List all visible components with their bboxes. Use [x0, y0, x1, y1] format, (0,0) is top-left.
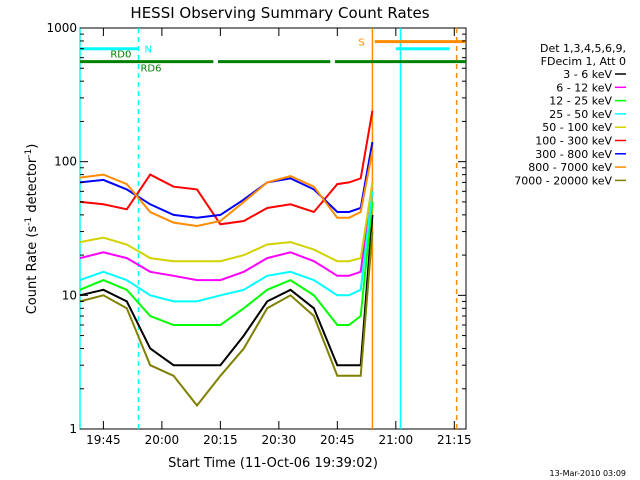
series-line-5	[79, 110, 374, 226]
flag-label-2: RD6	[140, 64, 161, 75]
x-tick-label-4: 20:45	[320, 433, 355, 447]
legend-entry-4: 50 - 100 keV	[542, 121, 612, 134]
x-tick-label-2: 20:15	[203, 433, 238, 447]
x-tick-label-0: 19:45	[86, 433, 121, 447]
y-tick-label-0: 1	[69, 422, 77, 436]
legend-entry-7: 800 - 7000 keV	[528, 161, 612, 174]
marker-lines	[79, 28, 458, 429]
series-line-2	[79, 201, 374, 326]
x-tick-label-6: 21:15	[437, 433, 472, 447]
y-tick-label-3: 1000	[46, 21, 77, 35]
legend-header-0: Det 1,3,4,5,6,9,	[540, 42, 626, 55]
x-axis-label: Start Time (11-Oct-06 19:39:02)	[168, 456, 378, 471]
series-line-4	[79, 182, 374, 263]
x-tick-label-5: 21:00	[379, 433, 414, 447]
x-tick-label-1: 20:00	[145, 433, 180, 447]
x-tick-label-3: 20:30	[262, 433, 297, 447]
series-line-8	[79, 231, 374, 408]
series-line-7	[79, 150, 374, 228]
plot-frame	[79, 27, 467, 430]
flag-label-3: S	[358, 38, 364, 49]
x-axis-ticks: 19:45 20:00 20:15 20:30 20:45 21:00 21:15	[86, 28, 472, 447]
series-line-3	[79, 191, 374, 303]
legend-entry-2: 12 - 25 keV	[549, 95, 612, 108]
legend-entry-8: 7000 - 20000 keV	[514, 174, 612, 187]
y-axis-ticks: 1 10 100 1000	[46, 21, 466, 436]
y-axis-label: Count Rate (s-1 detector-1)	[24, 144, 40, 315]
legend-entry-3: 25 - 50 keV	[549, 108, 612, 121]
y-tick-label-2: 100	[54, 155, 77, 169]
legend-entry-5: 100 - 300 keV	[535, 135, 612, 148]
plot-area	[79, 27, 467, 430]
chart-title: HESSI Observing Summary Count Rates	[130, 4, 429, 22]
series-line-0	[79, 214, 374, 367]
legend-entry-0: 3 - 6 keV	[563, 68, 612, 81]
flag-label-0: N	[144, 45, 151, 56]
legend-header-1: FDecim 1, Att 0	[541, 55, 626, 68]
legend-entry-6: 300 - 800 keV	[535, 148, 612, 161]
legend: Det 1,3,4,5,6,9,FDecim 1, Att 03 - 6 keV…	[514, 42, 626, 187]
footer-date: 13-Mar-2010 03:09	[550, 469, 627, 478]
flag-bars: N RD0 RD6 S	[80, 38, 466, 75]
legend-entry-1: 6 - 12 keV	[556, 81, 612, 94]
series-line-1	[79, 182, 374, 282]
flag-label-1: RD0	[110, 50, 131, 61]
y-tick-label-1: 10	[62, 288, 77, 302]
series-lines	[79, 110, 374, 408]
